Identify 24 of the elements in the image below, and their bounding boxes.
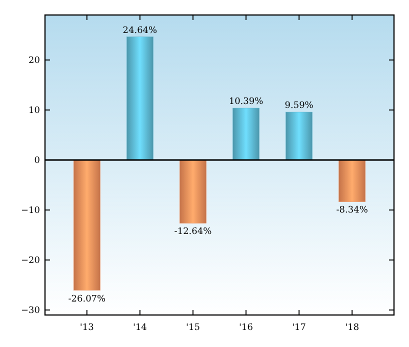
- y-tick-label: −20: [21, 256, 40, 266]
- bar: [180, 160, 206, 224]
- y-tick-label: 20: [28, 56, 40, 66]
- bar: [338, 160, 366, 202]
- y-tick-label: 10: [28, 106, 40, 116]
- data-label: -12.64%: [174, 227, 212, 238]
- data-label: 10.39%: [228, 97, 264, 108]
- y-tick-label: 0: [34, 156, 40, 166]
- bar: [286, 112, 312, 160]
- x-tick-label: '14: [132, 323, 148, 333]
- x-tick-label: '13: [80, 323, 94, 333]
- data-label: 9.59%: [284, 101, 314, 112]
- bar: [232, 108, 260, 160]
- x-tick-label: '15: [186, 323, 200, 333]
- data-label: 24.64%: [122, 26, 158, 36]
- x-tick-label: '16: [239, 323, 254, 333]
- x-tick-label: '17: [292, 323, 306, 333]
- data-label: -8.34%: [336, 206, 368, 216]
- y-tick-label: −30: [21, 306, 40, 316]
- x-tick-label: '18: [345, 323, 360, 333]
- y-tick-label: −10: [21, 206, 40, 216]
- bar: [73, 160, 100, 290]
- data-label: -26.07%: [68, 294, 106, 304]
- bar: [126, 36, 154, 160]
